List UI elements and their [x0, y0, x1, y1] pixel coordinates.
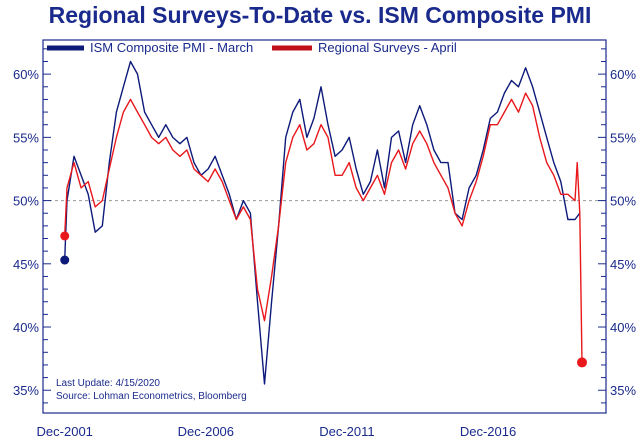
plot-area — [42, 39, 607, 414]
legend-label-regional: Regional Surveys - April — [318, 40, 457, 55]
y-tick-label-right: 55% — [610, 130, 636, 145]
source-note: Source: Lohman Econometrics, Bloomberg — [56, 391, 247, 402]
y-tick-label-right: 45% — [610, 257, 636, 272]
regional-start-marker — [60, 231, 70, 241]
x-tick-label: Dec-2016 — [460, 424, 516, 439]
chart-title: Regional Surveys-To-Date vs. ISM Composi… — [48, 2, 592, 28]
legend: ISM Composite PMI - March Regional Surve… — [47, 40, 457, 55]
ism-start-marker — [60, 255, 70, 265]
x-tick-label: Dec-2006 — [178, 424, 234, 439]
x-tick-label: Dec-2001 — [37, 424, 93, 439]
y-tick-label-right: 50% — [610, 194, 636, 209]
regional-end-marker — [577, 357, 588, 368]
regional-surveys-line — [64, 92, 583, 363]
last-update-note: Last Update: 4/15/2020 — [56, 378, 160, 389]
y-tick-label-left: 35% — [13, 383, 39, 398]
y-tick-label-right: 60% — [610, 67, 636, 82]
ism-composite-line — [64, 60, 581, 385]
x-tick-label: Dec-2011 — [319, 424, 374, 439]
y-tick-label-left: 40% — [13, 320, 39, 335]
y-tick-label-left: 50% — [13, 194, 39, 209]
legend-label-ism: ISM Composite PMI - March — [90, 40, 253, 55]
y-tick-label-left: 55% — [13, 130, 39, 145]
y-tick-label-left: 45% — [13, 257, 39, 272]
y-tick-label-right: 40% — [610, 320, 636, 335]
y-tick-label-left: 60% — [13, 67, 39, 82]
y-tick-label-right: 35% — [610, 383, 636, 398]
